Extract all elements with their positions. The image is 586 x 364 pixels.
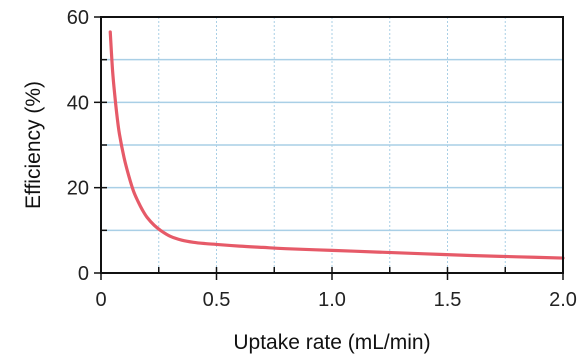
x-tick-label: 0.5 [203,289,231,311]
series-layer [108,30,565,260]
y-axis-title: Efficiency (%) [22,81,45,209]
y-tick-label: 20 [67,178,89,200]
y-tick-label: 0 [78,263,89,285]
efficiency-curve [108,30,565,260]
y-tick-label: 40 [67,92,89,114]
x-tick-label: 1.5 [434,289,462,311]
tick-labels: 0 0.5 1.0 1.5 2.0 0 20 40 60 [67,7,577,311]
x-axis-title: Uptake rate (mL/min) [233,331,430,354]
grid-lines [101,17,563,273]
x-tick-label: 0 [95,289,106,311]
x-tick-label: 2.0 [549,289,577,311]
tick-marks [94,16,564,280]
y-tick-label: 60 [67,7,89,29]
x-tick-label: 1.0 [318,289,346,311]
